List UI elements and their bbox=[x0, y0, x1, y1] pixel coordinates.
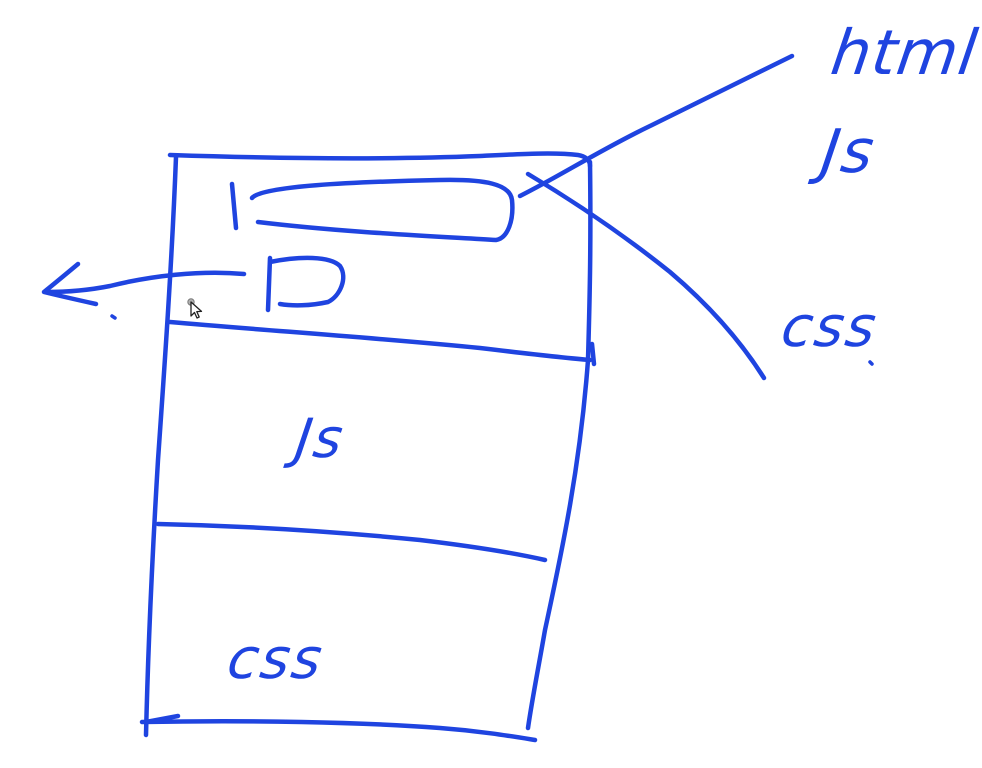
pointer-line-to-css bbox=[525, 171, 767, 381]
arrow-left-shaft bbox=[43, 270, 247, 295]
page-outline-bottom bbox=[139, 719, 538, 743]
page-outline-bottom-tick bbox=[143, 713, 181, 725]
pointer-line-to-html bbox=[517, 53, 795, 199]
section-divider-2 bbox=[155, 521, 548, 563]
label-js-section: Js bbox=[291, 407, 349, 470]
stray-dot-right bbox=[868, 360, 874, 366]
page-outline-right bbox=[525, 159, 593, 731]
page-outline-left bbox=[143, 154, 179, 738]
input-bar-shape bbox=[249, 177, 515, 243]
label-html: html bbox=[826, 16, 982, 89]
label-js-right: Js bbox=[817, 117, 880, 187]
input-bar-start-tick bbox=[229, 181, 239, 231]
button-shape bbox=[265, 255, 346, 313]
section-divider-1 bbox=[167, 319, 593, 363]
stray-dot bbox=[110, 314, 117, 320]
mouse-cursor-icon bbox=[187, 298, 203, 319]
arrow-left-head bbox=[41, 261, 99, 307]
label-css-section: css bbox=[223, 627, 328, 692]
section-divider-1-tick bbox=[589, 341, 597, 367]
page-outline-top bbox=[167, 151, 593, 169]
label-css-right: css bbox=[777, 295, 882, 360]
